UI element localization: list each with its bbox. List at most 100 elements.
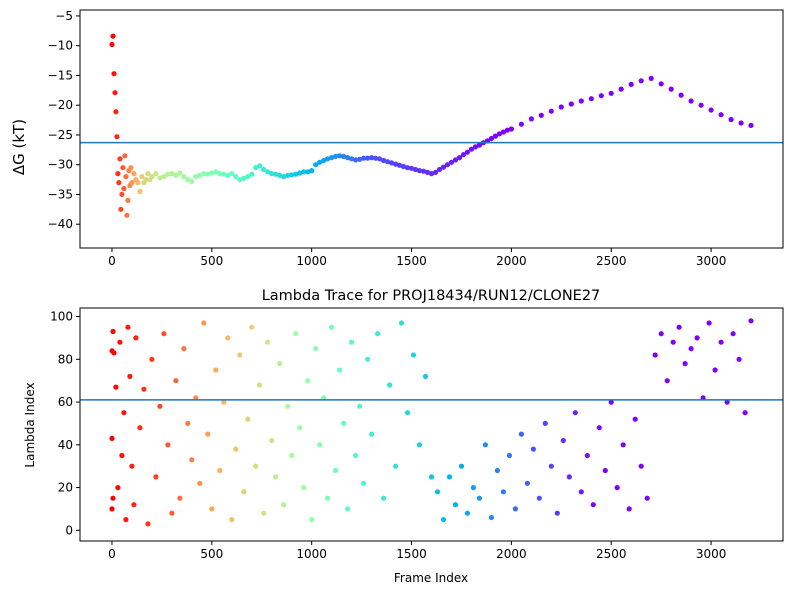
y-tick-label: −10 (48, 39, 73, 53)
data-point (440, 517, 447, 523)
data-point (452, 157, 459, 163)
data-point (233, 174, 239, 180)
data-point (688, 98, 694, 104)
data-point (353, 452, 359, 459)
data-point (305, 169, 311, 175)
data-point (572, 410, 578, 416)
y-tick-label: −20 (48, 98, 73, 112)
data-point (500, 129, 506, 135)
data-point (125, 197, 131, 203)
data-point (313, 346, 319, 352)
data-point (518, 431, 525, 437)
data-point (297, 425, 303, 431)
data-point (333, 467, 339, 474)
data-point (446, 474, 453, 480)
data-point (269, 437, 275, 444)
data-point (422, 373, 429, 379)
x-tick-label: 1000 (296, 254, 327, 268)
data-point (658, 81, 664, 87)
data-point (201, 320, 207, 326)
x-tick-label: 3000 (696, 547, 727, 561)
data-point (173, 378, 179, 384)
data-point (115, 171, 121, 177)
data-point (169, 510, 175, 516)
data-point (393, 161, 399, 167)
data-point (664, 378, 670, 384)
data-point (628, 81, 634, 87)
data-point (448, 159, 455, 165)
data-point (341, 420, 347, 426)
x-tick-label: 1500 (396, 547, 427, 561)
data-point (161, 174, 167, 180)
data-point (428, 474, 435, 480)
data-point (301, 169, 307, 175)
data-point (197, 172, 203, 178)
data-point (424, 169, 431, 175)
data-point (357, 156, 363, 162)
data-point (114, 134, 120, 140)
data-point (464, 510, 470, 516)
data-point (598, 93, 604, 99)
data-point (688, 346, 694, 352)
delta-g-axes-frame (79, 9, 784, 249)
data-point (400, 163, 407, 170)
data-point (265, 169, 271, 175)
data-point (602, 467, 608, 474)
data-point (325, 495, 331, 501)
data-point (257, 382, 263, 388)
data-point (193, 395, 199, 401)
data-point (608, 90, 614, 96)
x-tick-label: 2500 (596, 254, 627, 268)
data-point (181, 174, 187, 180)
data-point (293, 331, 299, 337)
data-point (345, 506, 351, 512)
data-point (700, 395, 706, 401)
data-point (321, 395, 327, 401)
data-point (121, 410, 127, 416)
data-point (404, 410, 411, 416)
data-point (428, 171, 435, 177)
data-point (137, 188, 143, 195)
data-point (253, 463, 259, 469)
data-point (173, 172, 179, 178)
data-point (110, 495, 116, 501)
data-point (124, 212, 130, 218)
data-point (123, 517, 129, 523)
data-point (237, 177, 243, 183)
data-point (658, 331, 664, 337)
data-point (305, 378, 311, 384)
data-point (241, 175, 247, 181)
data-point (277, 361, 283, 367)
data-point (468, 146, 474, 152)
data-point (153, 474, 159, 480)
data-point (193, 174, 199, 180)
data-point (143, 177, 149, 183)
data-point (317, 159, 323, 165)
data-point (730, 331, 736, 337)
data-point (111, 350, 117, 356)
data-point (161, 331, 167, 337)
data-point (317, 442, 323, 448)
data-point (149, 174, 155, 180)
data-point (536, 495, 542, 501)
data-point (558, 104, 564, 110)
data-point (361, 480, 367, 486)
data-point (416, 442, 423, 448)
data-point (237, 352, 243, 358)
data-point (482, 442, 488, 448)
data-point (135, 180, 141, 186)
data-point (217, 171, 223, 177)
data-point (444, 162, 451, 168)
data-point (488, 135, 494, 142)
data-point (676, 324, 682, 330)
data-point (285, 172, 291, 178)
x-tick-label: 3000 (696, 254, 727, 268)
data-point (129, 180, 135, 186)
data-point (205, 431, 211, 437)
data-point (261, 166, 267, 173)
data-point (127, 373, 133, 379)
y-tick-label: −35 (48, 187, 73, 201)
data-point (632, 416, 638, 422)
data-point (528, 116, 535, 122)
